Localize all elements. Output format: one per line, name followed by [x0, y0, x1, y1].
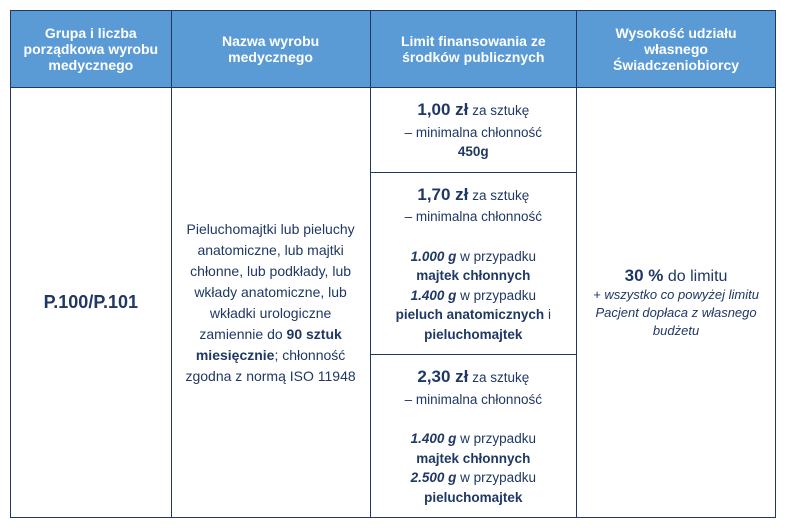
- product-2b2: pieluchomajtek: [424, 327, 522, 342]
- weight-3a: 1.400 g: [411, 431, 457, 446]
- reimbursement-table: Grupa i liczba porządkowa wyrobu medyczn…: [10, 10, 776, 518]
- case-label-3a: w przypadku: [460, 431, 536, 446]
- price-2: 1,70 zł: [417, 185, 468, 204]
- min-label-1: – minimalna chłonność: [405, 125, 542, 140]
- weight-1: 450g: [458, 144, 489, 159]
- weight-3b: 2.500 g: [411, 470, 457, 485]
- limit-row-3: 2,30 zł za sztukę – minimalna chłonność …: [371, 355, 577, 517]
- case-label-2b: w przypadku: [460, 288, 536, 303]
- price-3: 2,30 zł: [417, 367, 468, 386]
- header-limit: Limit finansowania ze środków publicznyc…: [370, 11, 577, 88]
- case-label-3b: w przypadku: [460, 470, 536, 485]
- table-row: P.100/P.101 Pieluchomajtki lub pieluchy …: [11, 88, 776, 518]
- weight-2a: 1.000 g: [411, 249, 457, 264]
- product-2a: majtek chłonnych: [416, 268, 530, 283]
- price-1: 1,00 zł: [417, 100, 468, 119]
- limit-row-2: 1,70 zł za sztukę – minimalna chłonność …: [371, 173, 577, 356]
- limits-container: 1,00 zł za sztukę – minimalna chłonność …: [371, 88, 577, 517]
- per-piece-2: za sztukę: [472, 188, 529, 203]
- table-header-row: Grupa i liczba porządkowa wyrobu medyczn…: [11, 11, 776, 88]
- limit-row-1: 1,00 zł za sztukę – minimalna chłonność …: [371, 88, 577, 173]
- header-share: Wysokość udziału własnego Świadczeniobio…: [577, 11, 776, 88]
- desc-text-1: Pieluchomajtki lub pieluchy anatomiczne,…: [187, 221, 355, 342]
- cell-share: 30 % do limitu + wszystko co powyżej lim…: [577, 88, 776, 518]
- product-2b1: pieluch anatomicznych: [396, 307, 545, 322]
- and-word: i: [548, 307, 551, 322]
- product-3b: pieluchomajtek: [424, 490, 522, 505]
- min-label-3: – minimalna chłonność: [405, 392, 542, 407]
- cell-code: P.100/P.101: [11, 88, 172, 518]
- weight-2b: 1.400 g: [411, 288, 457, 303]
- case-label-2a: w przypadku: [460, 249, 536, 264]
- header-group: Grupa i liczba porządkowa wyrobu medyczn…: [11, 11, 172, 88]
- min-label-2: – minimalna chłonność: [405, 209, 542, 224]
- share-to-limit: do limitu: [668, 268, 728, 285]
- share-note: + wszystko co powyżej limitu Pacjent dop…: [593, 287, 759, 338]
- product-3a: majtek chłonnych: [416, 451, 530, 466]
- cell-description: Pieluchomajtki lub pieluchy anatomiczne,…: [171, 88, 370, 518]
- header-name: Nazwa wyrobu medycznego: [171, 11, 370, 88]
- product-code: P.100/P.101: [44, 292, 138, 312]
- share-percent: 30 %: [625, 266, 664, 285]
- cell-limits: 1,00 zł za sztukę – minimalna chłonność …: [370, 88, 577, 518]
- per-piece-3: za sztukę: [472, 370, 529, 385]
- per-piece-1: za sztukę: [472, 103, 529, 118]
